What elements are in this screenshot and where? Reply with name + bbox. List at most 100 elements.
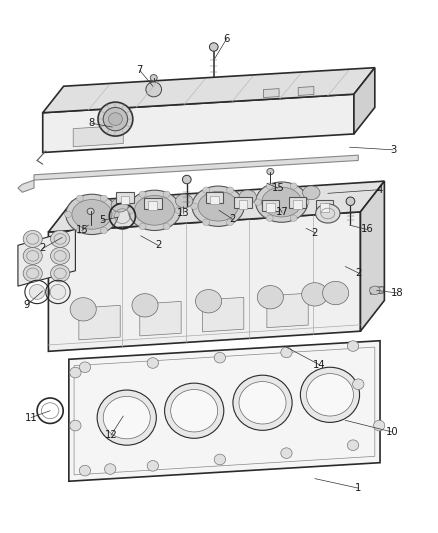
Ellipse shape [23,230,42,247]
Polygon shape [18,180,34,192]
Polygon shape [69,341,380,481]
Ellipse shape [303,186,320,200]
Ellipse shape [226,219,233,225]
Ellipse shape [198,191,238,221]
Ellipse shape [370,286,380,295]
Ellipse shape [165,383,224,438]
Ellipse shape [109,113,122,125]
Text: 5: 5 [99,215,106,225]
Ellipse shape [214,454,226,465]
Polygon shape [360,181,385,331]
Polygon shape [202,297,244,332]
Ellipse shape [191,203,198,209]
Ellipse shape [97,390,156,445]
Text: 2: 2 [311,228,318,238]
Ellipse shape [239,190,256,204]
Ellipse shape [139,223,146,230]
Ellipse shape [29,285,45,300]
Ellipse shape [209,43,218,51]
Ellipse shape [50,230,70,247]
Polygon shape [43,68,375,113]
Polygon shape [320,204,328,212]
Ellipse shape [128,190,181,230]
Ellipse shape [203,187,210,193]
Polygon shape [73,125,123,147]
Ellipse shape [171,390,218,432]
Polygon shape [263,88,279,98]
Ellipse shape [64,211,71,217]
Ellipse shape [300,367,360,422]
Polygon shape [293,200,302,209]
Polygon shape [316,200,333,211]
Ellipse shape [307,374,353,416]
Text: 2: 2 [39,244,46,254]
Ellipse shape [70,367,81,378]
Ellipse shape [266,215,273,221]
Ellipse shape [281,448,292,458]
Polygon shape [116,192,134,204]
Ellipse shape [72,199,112,229]
Ellipse shape [266,183,273,189]
Polygon shape [34,155,358,180]
Ellipse shape [281,347,292,358]
Ellipse shape [353,379,364,390]
Ellipse shape [77,227,83,233]
Ellipse shape [146,82,162,97]
Ellipse shape [195,289,222,313]
Ellipse shape [132,294,158,317]
Polygon shape [266,204,275,212]
Ellipse shape [139,191,146,197]
Polygon shape [234,197,252,208]
Ellipse shape [261,187,302,217]
Polygon shape [43,94,354,152]
Ellipse shape [103,397,150,439]
Polygon shape [371,287,384,294]
Polygon shape [354,68,375,134]
Text: 6: 6 [224,34,230,44]
Ellipse shape [322,281,349,305]
Text: 11: 11 [25,413,37,423]
Ellipse shape [347,440,359,450]
Ellipse shape [290,215,297,221]
Ellipse shape [77,195,83,201]
Ellipse shape [113,211,119,217]
Ellipse shape [347,341,359,351]
Ellipse shape [255,182,308,222]
Ellipse shape [23,247,42,264]
Text: 18: 18 [391,288,404,298]
Ellipse shape [290,183,297,189]
Polygon shape [239,200,247,209]
Text: 16: 16 [360,224,373,235]
Ellipse shape [50,247,70,264]
Ellipse shape [98,102,133,136]
Text: 15: 15 [272,183,284,193]
Ellipse shape [111,198,128,212]
Text: 15: 15 [75,225,88,236]
Ellipse shape [100,227,107,233]
Text: 9: 9 [24,300,30,310]
Ellipse shape [163,223,170,230]
Polygon shape [120,196,129,205]
Text: 7: 7 [137,66,143,75]
Text: 17: 17 [276,207,289,217]
Ellipse shape [233,375,292,430]
Ellipse shape [163,191,170,197]
Text: 2: 2 [355,268,361,278]
Text: 14: 14 [313,360,325,369]
Ellipse shape [105,464,116,474]
Ellipse shape [103,108,127,131]
Ellipse shape [134,196,175,225]
Ellipse shape [50,285,66,300]
Polygon shape [267,293,308,328]
Text: 8: 8 [89,118,95,128]
Text: 2: 2 [229,214,235,224]
Ellipse shape [87,208,94,215]
Ellipse shape [70,297,96,321]
Polygon shape [298,86,314,95]
Polygon shape [48,181,385,232]
Ellipse shape [66,194,118,235]
Ellipse shape [175,207,182,214]
Ellipse shape [374,420,385,431]
Text: 10: 10 [385,427,398,437]
Text: 4: 4 [377,184,383,195]
